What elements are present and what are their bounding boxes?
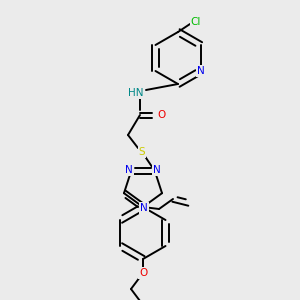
Text: S: S — [139, 147, 145, 157]
Text: Cl: Cl — [191, 17, 201, 27]
Text: N: N — [140, 203, 148, 213]
Text: N: N — [125, 165, 133, 175]
Text: O: O — [158, 110, 166, 120]
Text: N: N — [153, 165, 160, 175]
Text: N: N — [196, 66, 204, 76]
Text: O: O — [139, 268, 147, 278]
Text: HN: HN — [128, 88, 144, 98]
